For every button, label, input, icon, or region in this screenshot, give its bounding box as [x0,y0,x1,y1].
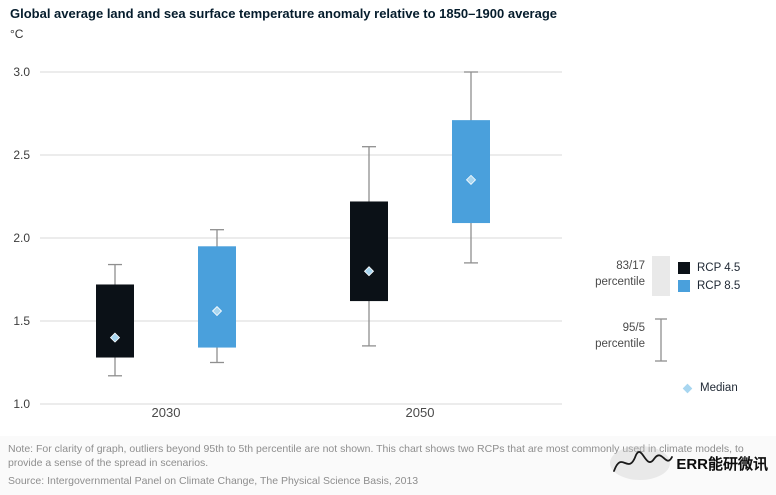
watermark-text: ERR能研微讯 [676,455,768,473]
source-line: Source: Intergovernmental Panel on Clima… [8,475,419,487]
chart-title: Global average land and sea surface temp… [10,6,558,21]
x-category-label: 2050 [406,405,435,420]
y-tick-label: 1.5 [13,314,30,328]
footnote: Note: For clarity of graph, outliers bey… [8,443,744,469]
median-diamond [211,305,223,317]
y-tick-label: 1.0 [13,397,30,411]
percentile-box-rcp45 [96,284,134,358]
median-diamond [109,332,121,343]
percentile-box-rcp85 [452,120,490,224]
plot-area: 3.0 2.5 2.0 1.5 1.0 2030 2050 [13,65,562,420]
y-axis-unit-label: °C [10,27,24,41]
x-category-label: 2030 [152,405,181,420]
footer: Note: For clarity of graph, outliers bey… [0,436,776,495]
y-tick-label: 3.0 [13,65,30,79]
percentile-box-rcp45 [350,201,388,302]
percentile-box-rcp85 [198,246,236,348]
watermark: ERR能研微讯 [584,438,774,488]
median-diamond [363,266,375,277]
y-tick-label: 2.5 [13,148,30,162]
median-diamond [465,174,477,185]
y-tick-label: 2.0 [13,231,30,245]
watermark-signature-icon [610,446,674,480]
